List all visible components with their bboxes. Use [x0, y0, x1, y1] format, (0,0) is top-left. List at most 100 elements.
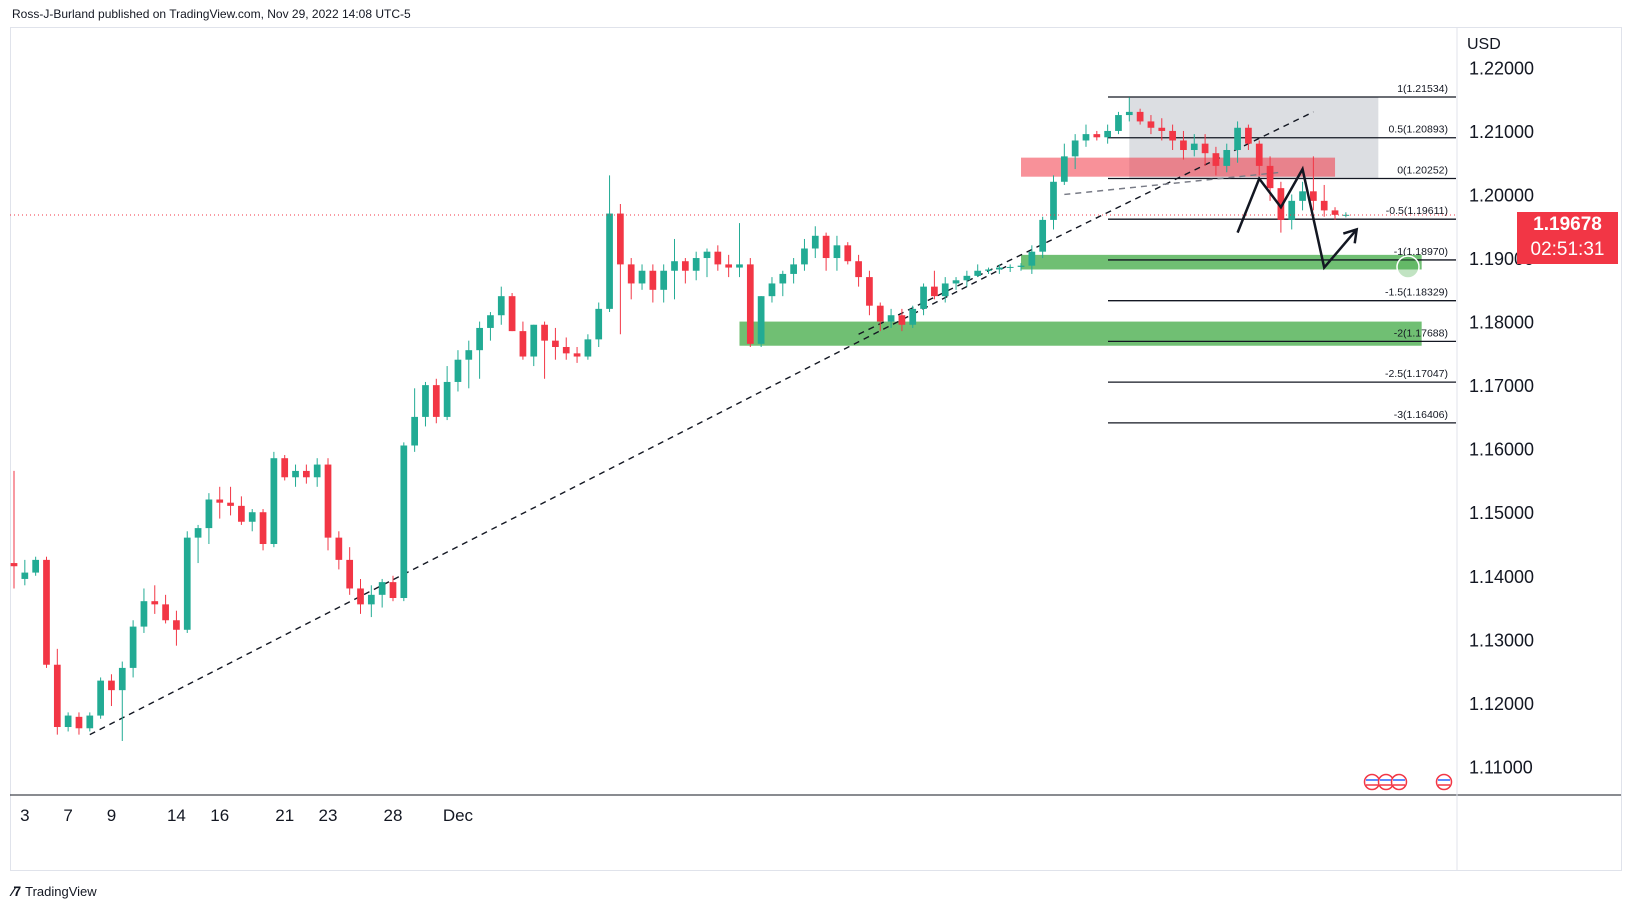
- candle-body: [1245, 127, 1252, 144]
- y-axis-currency: USD: [1467, 36, 1501, 53]
- candle-body: [238, 505, 245, 522]
- fibonacci-levels: 1(1.21534) 0.5(1.20893) 0(1.20252) -0.5(1.1…: [1108, 83, 1456, 424]
- candle-body: [1288, 200, 1296, 220]
- candle-body: [725, 264, 733, 268]
- candle-body: [303, 470, 310, 478]
- candle-body: [86, 715, 94, 729]
- last-price-value: 1.19678: [1533, 214, 1602, 235]
- candle-body: [1201, 143, 1209, 154]
- candle-body: [671, 261, 678, 271]
- candle-body: [194, 528, 202, 538]
- candle-body: [952, 280, 960, 284]
- candle-body: [541, 324, 548, 341]
- candle-body: [476, 327, 483, 351]
- projection-arrowhead: [1342, 227, 1359, 244]
- candle-body: [367, 594, 375, 605]
- candle-body: [1169, 130, 1176, 141]
- candle-body: [1320, 200, 1328, 211]
- candle-body: [714, 251, 722, 265]
- y-tick-label: 1.11000: [1469, 757, 1533, 777]
- tradingview-logo-icon: ⁄7: [12, 883, 21, 899]
- candle-body: [909, 308, 917, 325]
- candle-body: [1125, 111, 1133, 116]
- candle-body: [411, 416, 418, 446]
- candle-body: [1028, 251, 1036, 266]
- candle-body: [1017, 265, 1025, 267]
- x-tick-label: 16: [210, 806, 229, 825]
- candle-body: [400, 445, 408, 599]
- y-tick-label: 1.14000: [1469, 567, 1534, 587]
- candle-body: [43, 559, 50, 665]
- candle-body: [1136, 111, 1144, 122]
- y-tick-label: 1.20000: [1469, 185, 1534, 205]
- fib-level-label: -1(1.18970): [1394, 246, 1448, 258]
- candle-body: [931, 286, 938, 297]
- y-tick-label: 1.13000: [1469, 630, 1534, 650]
- candle-body: [1266, 165, 1274, 189]
- candle-body: [1212, 153, 1220, 166]
- candle-body: [736, 264, 743, 268]
- candle-body: [844, 245, 852, 262]
- candle-body: [97, 680, 104, 716]
- candle-body: [660, 270, 668, 290]
- y-tick-label: 1.22000: [1469, 58, 1534, 78]
- chart-frame: [10, 27, 1622, 871]
- candle-body: [552, 340, 559, 348]
- candle-body: [140, 601, 148, 627]
- candle-body: [606, 213, 613, 309]
- candle-body: [876, 305, 884, 322]
- candle-body: [1093, 134, 1101, 138]
- candle-body: [75, 716, 83, 729]
- x-tick-label: 23: [319, 806, 338, 825]
- candle-body: [562, 347, 570, 354]
- zones: [739, 97, 1422, 346]
- projection-path: [1236, 165, 1359, 271]
- candle-body: [281, 458, 289, 478]
- candle-body: [346, 559, 354, 589]
- candle-body: [64, 715, 72, 728]
- candle-body: [162, 604, 169, 621]
- candle-body: [617, 213, 624, 265]
- candle-body: [259, 512, 267, 544]
- candle-body: [801, 248, 808, 265]
- candle-body: [151, 601, 159, 605]
- candle-body: [595, 308, 603, 340]
- candle-body: [963, 275, 971, 281]
- candle-body: [487, 315, 494, 328]
- candle-body: [1255, 143, 1263, 166]
- candle-body: [1223, 150, 1231, 166]
- candle-body: [53, 664, 61, 728]
- candle-body: [681, 261, 689, 271]
- candle-body: [692, 258, 700, 271]
- candle-body: [1331, 210, 1339, 215]
- candle-body: [703, 251, 711, 259]
- candle-body: [1180, 140, 1187, 151]
- trendline: [1064, 171, 1281, 196]
- candle-body: [465, 350, 473, 360]
- x-tick-label: 14: [167, 806, 186, 825]
- candle-body: [313, 464, 321, 478]
- candle-body: [985, 269, 992, 271]
- candle-body: [454, 359, 462, 382]
- x-axis: 3 7 9 14 16 21 23 28 Dec: [20, 806, 473, 825]
- candle-body: [1006, 266, 1014, 268]
- candle-body: [335, 537, 343, 560]
- candle-body: [1082, 134, 1090, 141]
- candle-body: [866, 277, 873, 306]
- candle-body: [790, 264, 797, 274]
- support-zone: [1021, 254, 1422, 270]
- trendline: [89, 263, 1011, 736]
- candle-body: [1104, 130, 1111, 138]
- us-flag-event-icon: [1435, 773, 1453, 791]
- x-tick-label: 28: [384, 806, 403, 825]
- candle-body: [422, 385, 429, 417]
- candle-body: [898, 315, 906, 325]
- candle-body: [389, 582, 397, 599]
- x-tick-label: 9: [107, 806, 116, 825]
- candle-body: [855, 261, 862, 278]
- candle-body: [1277, 188, 1285, 220]
- candle-body: [497, 296, 505, 316]
- candle-body: [974, 270, 982, 276]
- candle-body: [270, 458, 278, 544]
